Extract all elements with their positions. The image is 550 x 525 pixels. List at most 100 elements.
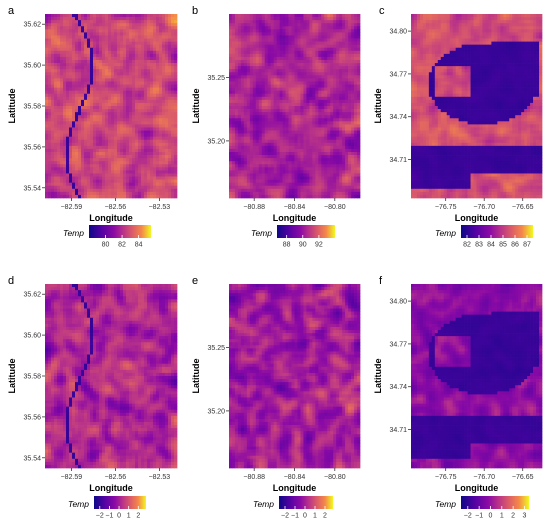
heatmap-cell [93, 17, 97, 21]
heatmap-cell [285, 69, 289, 73]
heatmap-cell [321, 20, 325, 24]
heatmap-cell [324, 47, 328, 52]
heatmap-cell [267, 75, 272, 79]
heatmap-cell [354, 66, 358, 70]
heatmap-cell [315, 167, 319, 171]
heatmap-cell [51, 72, 55, 76]
heatmap-cell [99, 148, 103, 153]
heatmap-cell [351, 136, 355, 141]
heatmap-cell [108, 90, 112, 95]
heatmap-cell [327, 130, 331, 134]
heatmap-cell [294, 26, 298, 30]
heatmap-cell [357, 60, 361, 64]
heatmap-cell [99, 38, 103, 42]
heatmap-cell [66, 75, 70, 79]
heatmap-cell [120, 60, 124, 64]
heatmap-cell [246, 14, 251, 18]
heatmap-cell [342, 75, 346, 79]
heatmap-cell [309, 127, 313, 131]
heatmap-cell [54, 56, 58, 61]
heatmap-cell [309, 121, 313, 125]
heatmap-cell [99, 50, 103, 55]
heatmap-cell [249, 81, 254, 85]
heatmap-cell [171, 133, 175, 138]
heatmap-cell [87, 90, 91, 95]
heatmap-cell [174, 152, 178, 156]
heatmap-cell [357, 26, 361, 30]
heatmap-cell [153, 38, 157, 42]
heatmap-cell [285, 127, 289, 131]
heatmap-cell [288, 115, 292, 119]
heatmap-cell [114, 29, 118, 33]
heatmap-cell [351, 38, 355, 42]
heatmap-cell [282, 14, 286, 18]
heatmap-cell [285, 66, 289, 70]
heatmap-cell [333, 81, 337, 85]
heatmap-cell [45, 78, 49, 82]
heatmap-cell [246, 170, 251, 174]
heatmap-cell [165, 118, 169, 122]
heatmap-cell [120, 84, 124, 88]
heatmap-cell [78, 148, 82, 153]
heatmap-cell [171, 142, 175, 147]
heatmap-cell [117, 69, 121, 73]
heatmap-cell [144, 96, 148, 101]
heatmap-cell [339, 121, 343, 125]
heatmap-cell [303, 90, 307, 95]
heatmap-cell [51, 38, 55, 42]
heatmap-cell [123, 50, 127, 55]
heatmap-cell [156, 35, 160, 39]
heatmap-cell [48, 182, 52, 187]
heatmap-cell [144, 142, 148, 147]
heatmap-cell [99, 130, 103, 134]
heatmap-cell [45, 29, 49, 33]
heatmap-cell [258, 50, 263, 55]
heatmap-cell [90, 53, 94, 58]
heatmap-cell [261, 173, 266, 177]
heatmap-cell [255, 148, 260, 153]
heatmap-cell [132, 90, 136, 95]
heatmap-cell [357, 115, 361, 119]
heatmap-cell [90, 41, 94, 46]
heatmap-cell [165, 93, 169, 98]
heatmap-cell [132, 63, 136, 67]
heatmap-cell [93, 75, 97, 79]
heatmap-cell [108, 167, 112, 171]
heatmap-cell [54, 44, 58, 49]
heatmap-cell [264, 121, 269, 125]
heatmap-cell [330, 173, 334, 177]
heatmap-cell [150, 182, 154, 187]
heatmap-cell [117, 90, 121, 95]
heatmap-cell [300, 20, 304, 24]
heatmap-cell [294, 84, 298, 88]
heatmap-cell [81, 29, 85, 33]
heatmap-cell [129, 158, 133, 162]
heatmap-cell [153, 133, 157, 138]
heatmap-cell [264, 81, 269, 85]
heatmap-cell [336, 152, 340, 156]
heatmap-cell [351, 50, 355, 55]
heatmap-cell [153, 17, 157, 21]
heatmap-cell [342, 164, 346, 168]
heatmap-cell [270, 152, 275, 156]
heatmap-cell [282, 69, 286, 73]
heatmap-cell [282, 142, 286, 147]
heatmap-cell [129, 130, 133, 134]
heatmap-cell [324, 164, 328, 168]
heatmap-cell [84, 194, 88, 199]
heatmap-cell [144, 93, 148, 98]
heatmap-cell [78, 127, 82, 131]
heatmap-cell [294, 161, 298, 165]
heatmap-cell [57, 136, 61, 141]
heatmap-cell [162, 102, 166, 107]
heatmap-cell [240, 136, 245, 141]
heatmap-cell [279, 161, 283, 165]
heatmap-cell [237, 118, 242, 122]
heatmap-cell [306, 152, 310, 156]
heatmap-cell [297, 127, 301, 131]
heatmap-cell [279, 112, 283, 116]
heatmap-cell [282, 136, 286, 141]
heatmap-cell [354, 164, 358, 168]
heatmap-cell [297, 115, 301, 119]
heatmap-cell [297, 69, 301, 73]
